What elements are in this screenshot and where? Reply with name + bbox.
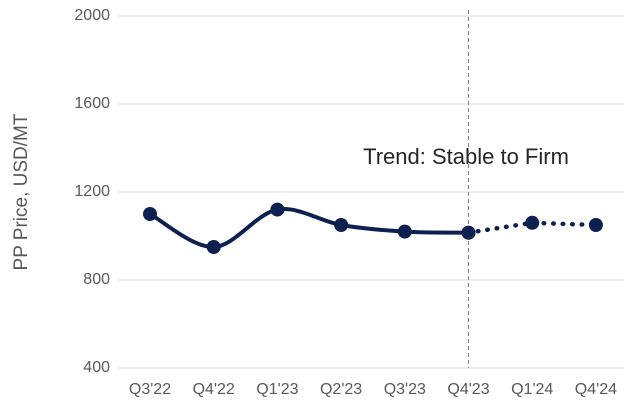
x-tick-label: Q1'24 <box>511 381 553 398</box>
point <box>461 225 476 240</box>
annotation: Trend: Stable to Firm <box>363 144 569 169</box>
x-tick-label: Q3'23 <box>384 381 426 398</box>
point <box>397 224 412 239</box>
point <box>525 215 540 230</box>
x-tick-label: Q4'22 <box>193 381 235 398</box>
point <box>588 218 603 232</box>
x-tick-label: Q4'23 <box>447 381 489 398</box>
y-tick-label: 400 <box>83 359 110 376</box>
y-tick-label: 1600 <box>74 95 110 112</box>
x-tick-label: Q2'23 <box>320 381 362 398</box>
y-axis-label: PP Price, USD/MT <box>11 113 32 270</box>
plot: 400 800 1200 1600 2000 Q3'22 Q4'22 Q1'23 Q2'23 Q3… <box>74 7 624 398</box>
x-tick-label: Q3'22 <box>129 381 171 398</box>
point <box>206 240 221 254</box>
x-tick-label: Q1'23 <box>256 381 298 398</box>
y-tick-label: 1200 <box>74 183 110 200</box>
y-tick-label: 2000 <box>74 7 110 24</box>
y-tick-label: 800 <box>83 271 110 288</box>
point <box>143 207 157 221</box>
point <box>270 202 285 217</box>
series-line <box>148 207 471 250</box>
x-tick-label: Q4'24 <box>575 381 617 398</box>
point <box>334 218 349 232</box>
